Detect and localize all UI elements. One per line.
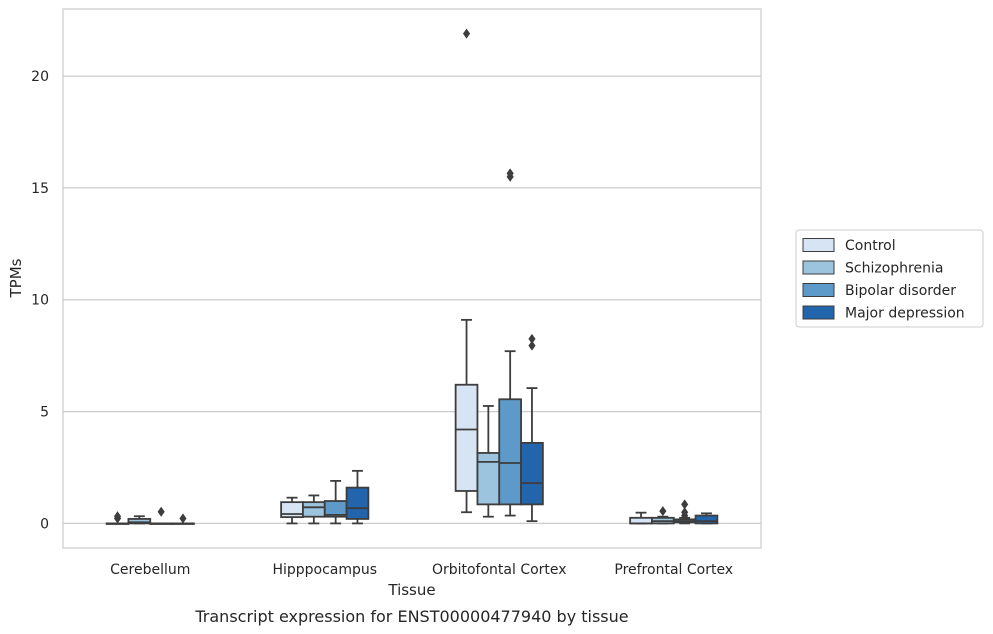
grid-lines xyxy=(63,75,761,525)
y-tick-label: 15 xyxy=(31,181,49,197)
legend-label: Bipolar disorder xyxy=(845,283,956,299)
chart-caption: Transcript expression for ENST0000047794… xyxy=(194,607,628,626)
box-group xyxy=(127,515,152,525)
box xyxy=(498,398,522,506)
box-group xyxy=(171,513,195,525)
legend-frame xyxy=(795,229,984,328)
box-group xyxy=(520,333,544,523)
outlier-point xyxy=(528,340,536,351)
box-group xyxy=(498,168,522,517)
x-tick-label: Hipppocampus xyxy=(272,562,377,578)
legend-swatch xyxy=(802,283,835,297)
outlier-point xyxy=(659,506,667,517)
box xyxy=(127,518,152,525)
box-group xyxy=(629,511,653,525)
outlier-point xyxy=(681,507,689,518)
box-group xyxy=(651,506,675,525)
box xyxy=(454,383,479,492)
box-groups xyxy=(105,28,719,525)
box-group xyxy=(672,499,697,525)
box xyxy=(476,452,501,506)
y-tick-label: 5 xyxy=(40,405,49,421)
y-axis-title: TPMs xyxy=(7,258,25,298)
legend-label: Schizophrenia xyxy=(845,261,943,277)
legend-swatch xyxy=(802,238,835,252)
box-group xyxy=(694,512,719,525)
y-tick-label: 10 xyxy=(31,293,49,309)
box-group xyxy=(280,496,304,525)
box-group xyxy=(345,469,370,525)
y-tick-labels: 0 5 10 15 20 xyxy=(31,69,49,532)
box-group xyxy=(476,405,501,518)
x-axis-title: Tissue xyxy=(387,581,435,599)
box-group xyxy=(105,511,130,525)
box xyxy=(520,441,544,506)
box xyxy=(345,486,370,520)
legend-label: Control xyxy=(845,238,896,254)
outlier-point xyxy=(681,499,689,510)
outlier-point xyxy=(179,513,187,524)
x-tick-label: Prefrontal Cortex xyxy=(614,562,733,578)
legend-label: Major depression xyxy=(845,306,965,322)
outlier-point xyxy=(157,506,165,517)
box-group xyxy=(149,506,173,525)
x-tick-labels: Cerebellum Hipppocampus Orbitofontal Corte… xyxy=(110,562,733,578)
legend-swatch xyxy=(802,260,835,275)
x-tick-label: Cerebellum xyxy=(110,562,190,578)
box-group xyxy=(302,494,326,525)
legend-swatch xyxy=(802,305,835,320)
outlier-point xyxy=(528,333,536,344)
box xyxy=(694,514,719,525)
plot-frame xyxy=(62,8,762,549)
y-tick-label: 0 xyxy=(40,516,49,532)
y-tick-label: 20 xyxy=(31,69,49,85)
box-group xyxy=(454,28,479,514)
outlier-point xyxy=(462,28,471,39)
x-tick-label: Orbitofontal Cortex xyxy=(432,562,567,578)
legend: Control Schizophrenia Bipolar disorder Majo… xyxy=(795,229,984,328)
box-group xyxy=(323,480,348,525)
outlier-point xyxy=(113,511,122,522)
box xyxy=(302,501,326,518)
outlier-point xyxy=(506,168,514,179)
